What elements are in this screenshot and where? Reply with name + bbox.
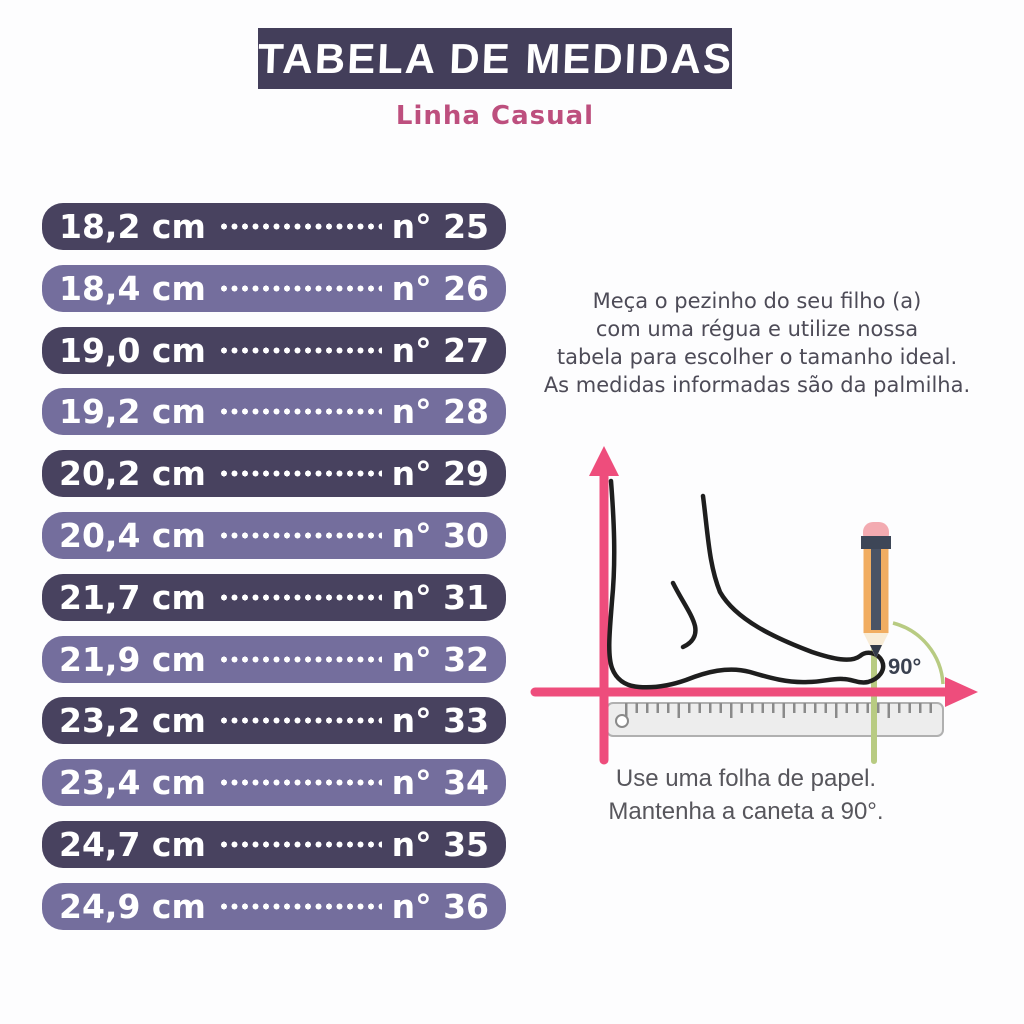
size-label: n° 30 [391, 515, 489, 555]
measure-label: 19,2 cm [59, 392, 206, 432]
size-row: 19,2 cm n° 28 [42, 388, 506, 436]
size-label: n° 27 [391, 330, 489, 370]
size-row: 21,9 cm n° 32 [42, 635, 506, 683]
dot-leader [219, 902, 382, 910]
size-label: n° 26 [391, 268, 489, 308]
dot-leader [219, 593, 382, 601]
size-label: n° 34 [391, 763, 489, 803]
foot-outline [607, 478, 886, 690]
pencil-icon [861, 522, 891, 658]
measure-label: 24,7 cm [59, 824, 206, 864]
instructions-line: com uma régua e utilize nossa [595, 317, 919, 341]
size-row: 24,9 cm n° 36 [42, 882, 506, 930]
dot-leader [219, 779, 382, 787]
angle-label: 90° [888, 654, 921, 679]
caption-line: Mantenha a caneta a 90°. [608, 798, 884, 825]
measure-label: 19,0 cm [59, 330, 206, 370]
size-label: n° 33 [391, 701, 489, 741]
dot-leader [219, 840, 382, 848]
ankle-detail [670, 580, 698, 650]
size-label: n° 31 [391, 577, 489, 617]
size-label: n° 29 [391, 454, 489, 494]
vertical-axis [589, 446, 619, 765]
measure-label: 21,7 cm [59, 577, 206, 617]
dot-leader [219, 717, 382, 725]
dot-leader [219, 284, 382, 292]
instructions-line: Meça o pezinho do seu filho (a) [592, 289, 922, 313]
pencil-stripe [871, 549, 881, 630]
dot-leader [219, 531, 382, 539]
measurement-diagram: 90° [520, 425, 1020, 780]
measure-label: 23,2 cm [59, 701, 206, 741]
size-row: 18,2 cm n° 25 [42, 203, 506, 250]
title-banner: TABELA DE MEDIDAS [256, 28, 734, 89]
pencil-ferrule [861, 536, 891, 549]
size-label: n° 25 [391, 207, 489, 246]
measure-label: 23,4 cm [59, 763, 206, 803]
ruler-icon [606, 702, 944, 737]
size-table: 18,2 cm n° 25 18,4 cm n° 26 19,0 cm n° 2… [42, 203, 506, 930]
dot-leader [219, 408, 382, 416]
size-row: 23,4 cm n° 34 [42, 759, 506, 807]
page-title: TABELA DE MEDIDAS [256, 34, 734, 82]
axis-arrow-up [589, 446, 619, 476]
size-label: n° 36 [391, 886, 489, 926]
size-label: n° 32 [391, 639, 489, 679]
diagram-caption: Use uma folha de papel. Mantenha a canet… [506, 762, 986, 828]
measure-label: 18,4 cm [59, 268, 206, 308]
size-label: n° 35 [391, 824, 489, 864]
size-row: 18,4 cm n° 26 [42, 264, 506, 312]
dot-leader [219, 470, 382, 478]
measure-label: 21,9 cm [59, 639, 206, 679]
instructions-text: Meça o pezinho do seu filho (a) com uma … [517, 287, 997, 399]
size-row: 21,7 cm n° 31 [42, 573, 506, 621]
measure-label: 20,2 cm [59, 454, 206, 494]
measure-label: 24,9 cm [59, 886, 206, 926]
measure-label: 18,2 cm [59, 207, 206, 246]
size-row: 19,0 cm n° 27 [42, 326, 506, 374]
dot-leader [219, 346, 382, 354]
size-label: n° 28 [391, 392, 489, 432]
size-row: 24,7 cm n° 35 [42, 820, 506, 868]
instructions-line: tabela para escolher o tamanho ideal. [556, 345, 958, 369]
axis-arrow-right [945, 677, 978, 707]
size-row: 23,2 cm n° 33 [42, 697, 506, 745]
instructions-line: As medidas informadas são da palmilha. [543, 373, 971, 397]
dot-leader [219, 223, 382, 230]
ruler-hole [615, 714, 629, 728]
pencil-tip [870, 645, 882, 658]
subtitle: Linha Casual [395, 101, 595, 131]
size-row: 20,4 cm n° 30 [42, 511, 506, 559]
measure-label: 20,4 cm [59, 515, 206, 555]
size-row: 20,2 cm n° 29 [42, 450, 506, 498]
dot-leader [219, 655, 382, 663]
angle-arc [892, 621, 945, 685]
caption-line: Use uma folha de papel. [615, 765, 877, 792]
